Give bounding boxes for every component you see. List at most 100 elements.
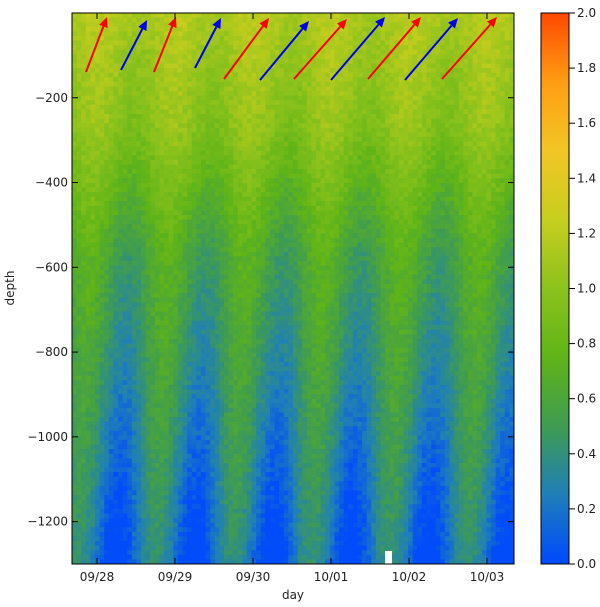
heatmap-cell [192,22,197,27]
heatmap-cell [113,123,118,128]
heatmap-cell [357,142,362,147]
heatmap-cell [302,155,307,160]
heatmap-cell [109,114,114,119]
heatmap-cell [362,18,367,23]
heatmap-cell [417,137,422,142]
heatmap-cell [298,64,303,69]
heatmap-cell [141,192,146,197]
heatmap-cell [500,68,505,73]
heatmap-cell [445,169,450,174]
heatmap-cell [463,109,468,114]
heatmap-cell [394,247,399,252]
heatmap-cell [173,160,178,165]
heatmap-cell [252,174,257,179]
heatmap-cell [178,233,183,238]
heatmap-cell [164,183,169,188]
heatmap-cell [178,132,183,137]
heatmap-cell [298,36,303,41]
heatmap-cell [311,64,316,69]
heatmap-cell [348,45,353,50]
heatmap-cell [491,247,496,252]
heatmap-cell [505,86,510,91]
heatmap-cell [164,54,169,59]
heatmap-cell [311,22,316,27]
heatmap-cell [192,233,197,238]
heatmap-cell [417,151,422,156]
heatmap-cell [325,18,330,23]
heatmap-cell [187,201,192,206]
heatmap-cell [473,192,478,197]
heatmap-cell [459,31,464,36]
heatmap-cell [293,206,298,211]
heatmap-cell [325,45,330,50]
heatmap-cell [367,82,372,87]
heatmap-cell [261,109,266,114]
heatmap-cell [201,238,206,243]
heatmap-cell [417,160,422,165]
heatmap-cell [86,183,91,188]
heatmap-cell [394,22,399,27]
heatmap-cell [265,160,270,165]
heatmap-cell [233,86,238,91]
heatmap-cell [279,192,284,197]
heatmap-cell [408,206,413,211]
heatmap-cell [77,73,82,78]
heatmap-cell [477,27,482,32]
heatmap-cell [132,54,137,59]
heatmap-cell [95,86,100,91]
heatmap-cell [404,197,409,202]
heatmap-cell [325,105,330,110]
heatmap-cell [491,215,496,220]
heatmap-cell [376,178,381,183]
heatmap-cell [187,247,192,252]
heatmap-cell [496,155,501,160]
heatmap-cell [178,36,183,41]
heatmap-cell [72,165,77,170]
heatmap-cell [132,247,137,252]
heatmap-cell [81,151,86,156]
heatmap-cell [367,169,372,174]
heatmap-cell [463,220,468,225]
heatmap-cell [201,220,206,225]
heatmap-cell [307,155,312,160]
heatmap-cell [344,50,349,55]
heatmap-cell [427,197,432,202]
heatmap-cell [229,155,234,160]
heatmap-cell [450,233,455,238]
heatmap-cell [357,243,362,248]
heatmap-cell [164,247,169,252]
heatmap-cell [325,187,330,192]
heatmap-cell [353,119,358,124]
heatmap-cell [491,187,496,192]
heatmap-cell [219,243,224,248]
heatmap-cell [330,45,335,50]
heatmap-cell [385,68,390,73]
heatmap-cell [72,238,77,243]
heatmap-cell [486,109,491,114]
heatmap-cell [325,13,330,18]
heatmap-cell [256,13,261,18]
heatmap-cell [385,105,390,110]
heatmap-cell [431,109,436,114]
heatmap-cell [265,220,270,225]
heatmap-cell [201,137,206,142]
heatmap-cell [141,36,146,41]
heatmap-cell [505,109,510,114]
heatmap-cell [242,59,247,64]
heatmap-cell [473,160,478,165]
heatmap-cell [468,192,473,197]
heatmap-cell [491,160,496,165]
heatmap-cell [169,45,174,50]
heatmap-cell [321,206,326,211]
heatmap-cell [408,247,413,252]
heatmap-cell [150,18,155,23]
heatmap-cell [247,215,252,220]
heatmap-cell [132,174,137,179]
heatmap-cell [155,151,160,156]
heatmap-cell [293,197,298,202]
heatmap-cell [500,86,505,91]
heatmap-cell [505,247,510,252]
heatmap-cell [150,132,155,137]
heatmap-cell [450,155,455,160]
heatmap-cell [118,155,123,160]
